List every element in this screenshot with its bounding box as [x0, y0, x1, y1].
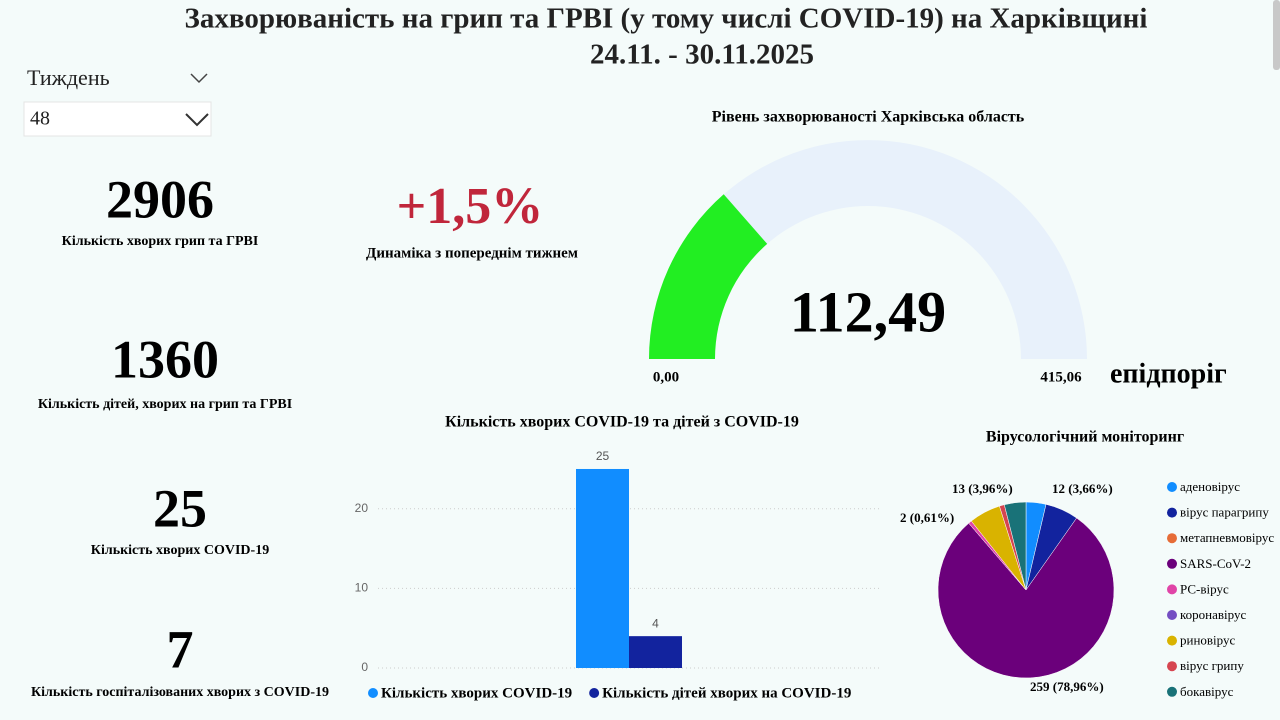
dynamics-value: +1,5% — [397, 178, 544, 235]
legend-label[interactable]: коронавірус — [1180, 607, 1246, 622]
data-label: 12 (3,66%) — [1052, 481, 1113, 496]
data-label: 25 — [596, 449, 610, 463]
bar — [576, 468, 629, 668]
scrollbar — [1273, 0, 1280, 70]
data-label: 2 (0,61%) — [900, 510, 954, 525]
gauge-annotation: епідпоріг — [1110, 358, 1227, 389]
dropdown-arrow[interactable] — [185, 113, 209, 127]
legend-label[interactable]: Кількість дітей хворих на COVID-19 — [602, 685, 851, 701]
legend-label[interactable]: вірус грипу — [1180, 658, 1244, 673]
legend-label[interactable]: риновірус — [1180, 633, 1235, 648]
legend-marker — [1167, 584, 1177, 595]
legend-marker — [1167, 610, 1177, 620]
kpi-value: 25 — [153, 478, 207, 538]
kpi-value: 7 — [167, 619, 194, 679]
kpi-label: Кількість госпіталізованих хворих з COVI… — [31, 685, 329, 700]
kpi-label: Кількість хворих COVID-19 — [91, 543, 269, 558]
dynamics-label: Динаміка з попереднім тижнем — [366, 245, 578, 261]
data-label: 13 (3,96%) — [952, 481, 1013, 496]
legend-label[interactable]: SARS-CoV-2 — [1180, 556, 1251, 571]
legend-label[interactable]: аденовірус — [1180, 479, 1240, 494]
legend-marker — [589, 688, 600, 698]
title: Захворюваність на грип та ГРВІ (у тому ч… — [185, 3, 1148, 35]
pie-slice — [937, 517, 1115, 679]
bar — [629, 636, 682, 668]
y-tick-label: 10 — [355, 581, 369, 595]
legend-label[interactable]: Кількість хворих COVID-19 — [381, 685, 572, 701]
subtitle: 24.11. - 30.11.2025 — [590, 39, 814, 71]
data-label: 259 (78,96%) — [1030, 679, 1104, 694]
gauge-value — [649, 194, 768, 359]
legend-label[interactable]: РС-вірус — [1180, 581, 1229, 596]
filter-value: 48 — [30, 108, 50, 130]
kpi-value: 2906 — [106, 169, 214, 229]
gauge-min-label: 0,00 — [653, 369, 679, 385]
legend-label[interactable]: вірус парагрипу — [1180, 505, 1269, 520]
gauge-max-label: 415,06 — [1040, 369, 1082, 385]
legend-marker — [1167, 558, 1177, 569]
kpi-label: Кількість дітей, хворих на грип та ГРВІ — [38, 397, 292, 412]
legend-marker — [1167, 533, 1177, 544]
y-tick-label: 20 — [355, 501, 369, 515]
pie-title: Вірусологічний моніторинг — [986, 429, 1184, 446]
y-tick-label: 0 — [361, 660, 368, 674]
legend-marker — [1167, 635, 1177, 646]
legend-label[interactable]: метапневмовірус — [1180, 530, 1274, 545]
collapse-icon[interactable] — [190, 73, 208, 84]
legend-marker — [368, 688, 378, 698]
legend-marker — [1167, 507, 1177, 518]
legend-marker — [1167, 482, 1177, 492]
gauge-title: Рівень захворюваності Харківська область — [712, 109, 1025, 126]
bar-title: Кількість хворих COVID-19 та дітей з COV… — [445, 414, 799, 431]
legend-marker — [1167, 686, 1177, 697]
filter-dropdown[interactable] — [23, 101, 212, 137]
gauge-value-label: 112,49 — [790, 279, 946, 344]
pie-slice — [1004, 501, 1027, 591]
gauge-track — [649, 140, 1087, 359]
kpi-label: Кількість хворих грип та ГРВІ — [62, 234, 259, 249]
legend-label[interactable]: бокавірус — [1180, 684, 1234, 699]
data-label: 4 — [652, 616, 659, 630]
filter-label: Тиждень — [27, 65, 110, 90]
kpi-value: 1360 — [111, 329, 219, 389]
legend-marker — [1167, 661, 1177, 672]
